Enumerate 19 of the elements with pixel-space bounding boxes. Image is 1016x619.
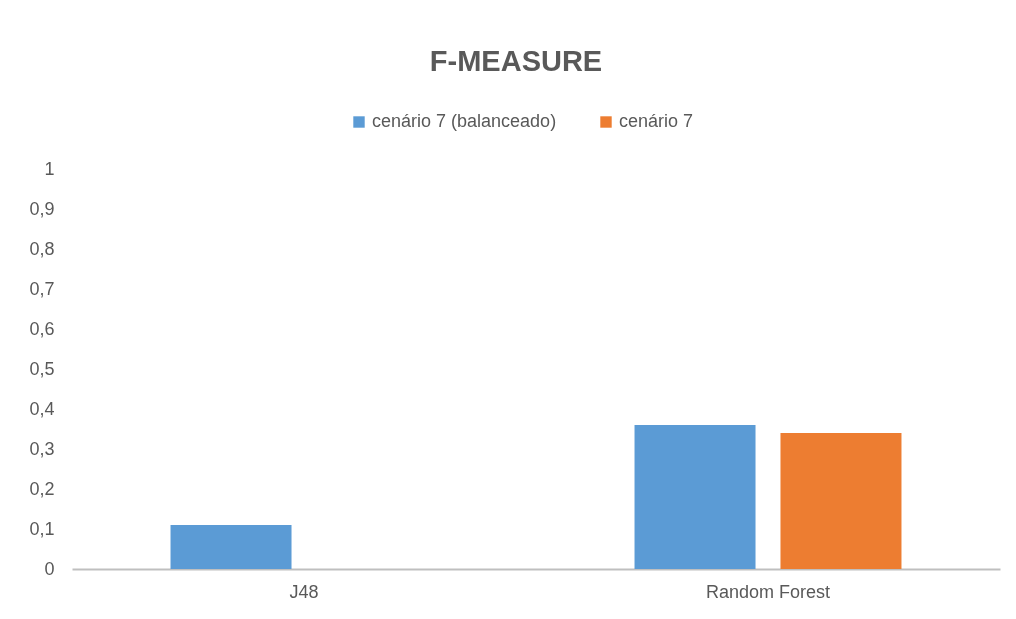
y-tick-label: 0,7	[29, 278, 55, 299]
bar	[634, 425, 756, 569]
y-tick-label: 0,4	[29, 398, 55, 419]
y-tick-label: 0,8	[29, 238, 55, 259]
y-tick-label: 0,5	[29, 358, 55, 379]
x-tick-label: J48	[289, 581, 319, 602]
y-tick-label: 0,6	[29, 318, 55, 339]
bar	[170, 525, 292, 569]
legend-label: cenário 7 (balanceado)	[372, 111, 557, 131]
y-tick-label: 0,2	[29, 478, 55, 499]
legend-label: cenário 7	[619, 111, 694, 131]
x-tick-label: Random Forest	[705, 581, 831, 602]
bar	[780, 433, 902, 569]
y-tick-label: 0,9	[29, 198, 55, 219]
y-tick-label: 1	[44, 158, 55, 179]
chart-title: F-MEASURE	[429, 45, 603, 77]
y-tick-label: 0	[44, 558, 55, 579]
y-tick-label: 0,3	[29, 438, 55, 459]
y-tick-label: 0,1	[29, 518, 55, 539]
